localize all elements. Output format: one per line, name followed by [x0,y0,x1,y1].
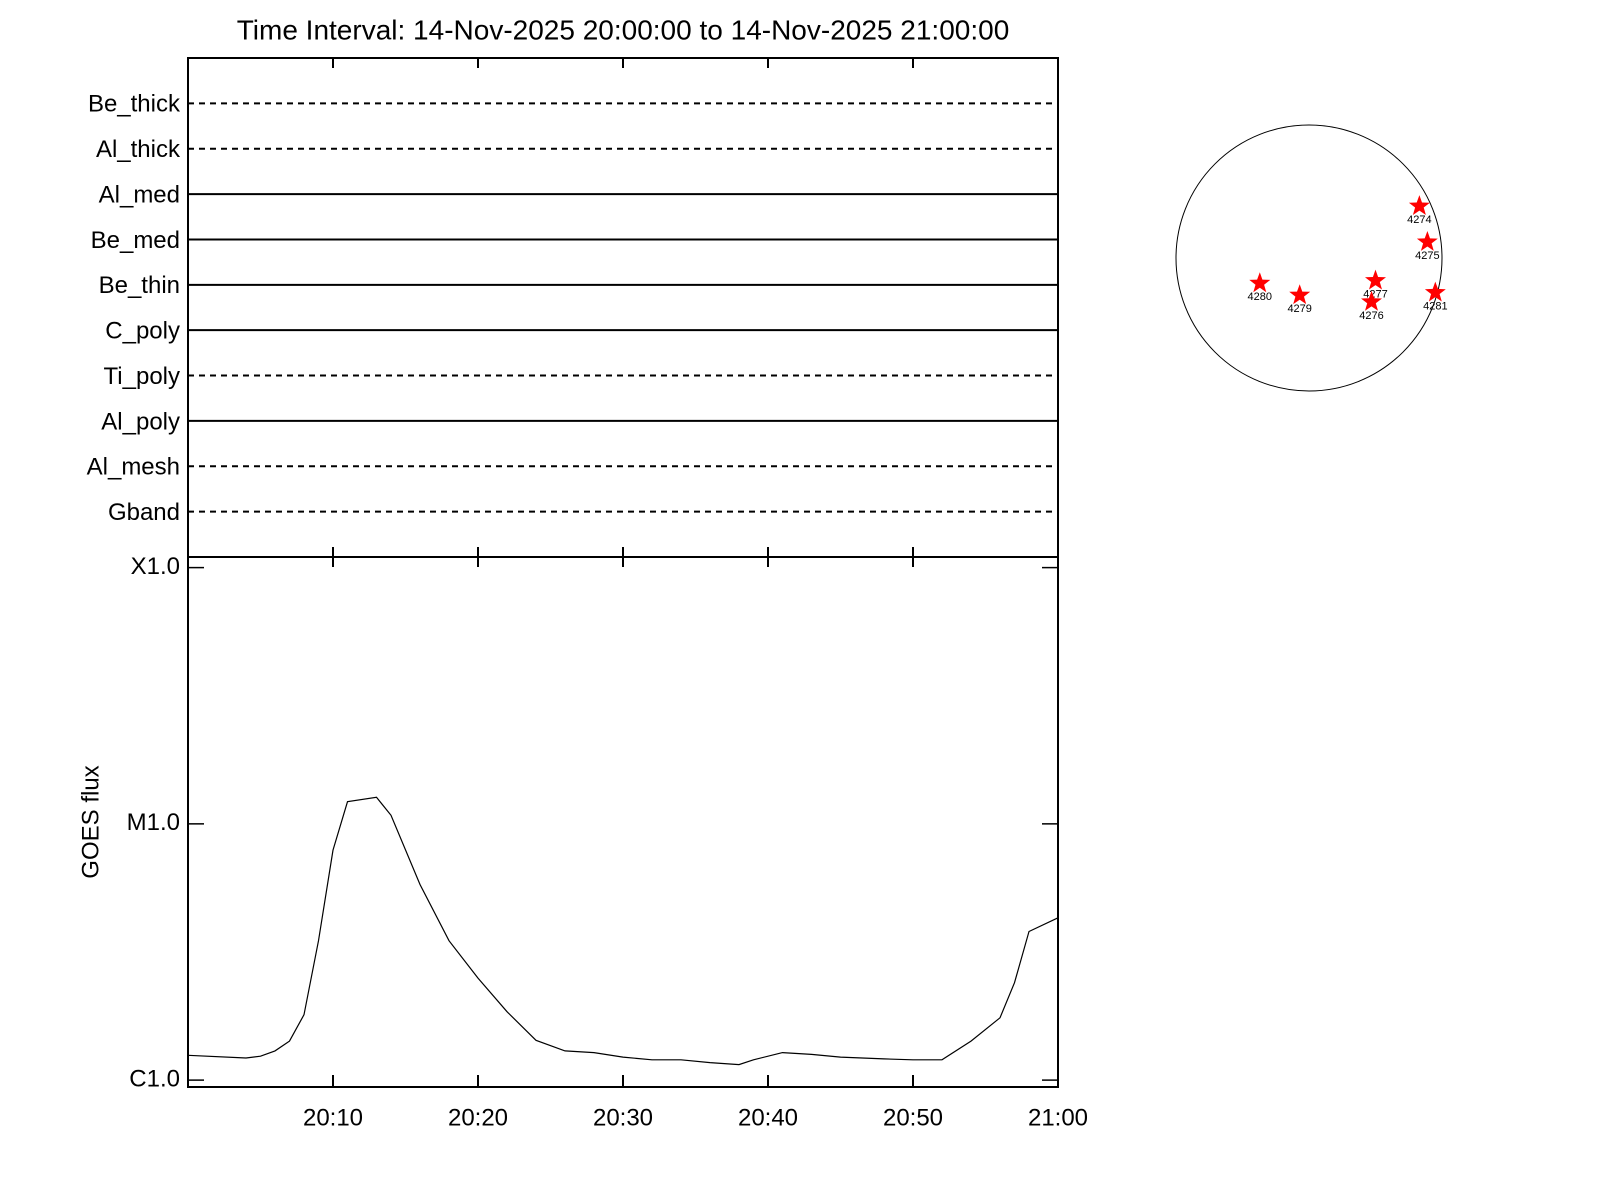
filter-label: Al_mesh [87,454,180,481]
filter-label: Be_thick [88,91,181,118]
active-region-marker [1289,284,1311,305]
filter-label: Ti_poly [104,363,180,390]
goes-curve [187,796,1059,1066]
active-region-label: 4275 [1415,250,1439,262]
x-tick-label: 20:50 [883,1104,943,1131]
filter-label: Al_poly [101,408,180,435]
x-tick-label: 20:30 [593,1104,653,1131]
filter-label: Be_med [91,227,180,254]
active-region-marker [1424,281,1446,302]
chart-title: Time Interval: 14-Nov-2025 20:00:00 to 1… [237,14,1010,45]
active-region-marker [1416,231,1438,251]
active-region-label: 4274 [1407,214,1431,226]
active-region-label: 4281 [1423,300,1447,312]
solar-disk [1175,124,1443,392]
filter-label: Be_thin [99,272,180,299]
x-tick-label: 20:20 [448,1104,508,1131]
y-axis-label: GOES flux [77,765,104,878]
y-tick-label: X1.0 [131,553,180,580]
x-tick-label: 20:10 [303,1104,363,1131]
y-tick-label: M1.0 [127,809,180,836]
top-panel-frame [187,57,1059,558]
filter-label: C_poly [105,318,180,345]
active-region-marker [1408,195,1430,215]
active-region-marker [1361,290,1382,311]
x-tick-label: 21:00 [1028,1104,1088,1131]
y-tick-label: C1.0 [129,1065,180,1092]
x-tick-label: 20:40 [738,1104,798,1131]
filter-label: Al_med [99,181,180,208]
active-region-marker [1249,272,1271,293]
filter-label: Al_thick [96,136,181,163]
filter-label: Gband [108,499,180,526]
active-region-label: 4276 [1359,310,1383,322]
active-region-label: 4280 [1248,291,1272,303]
bottom-panel-frame [187,556,1059,1088]
active-region-marker [1365,269,1386,290]
active-region-label: 4279 [1287,303,1311,315]
